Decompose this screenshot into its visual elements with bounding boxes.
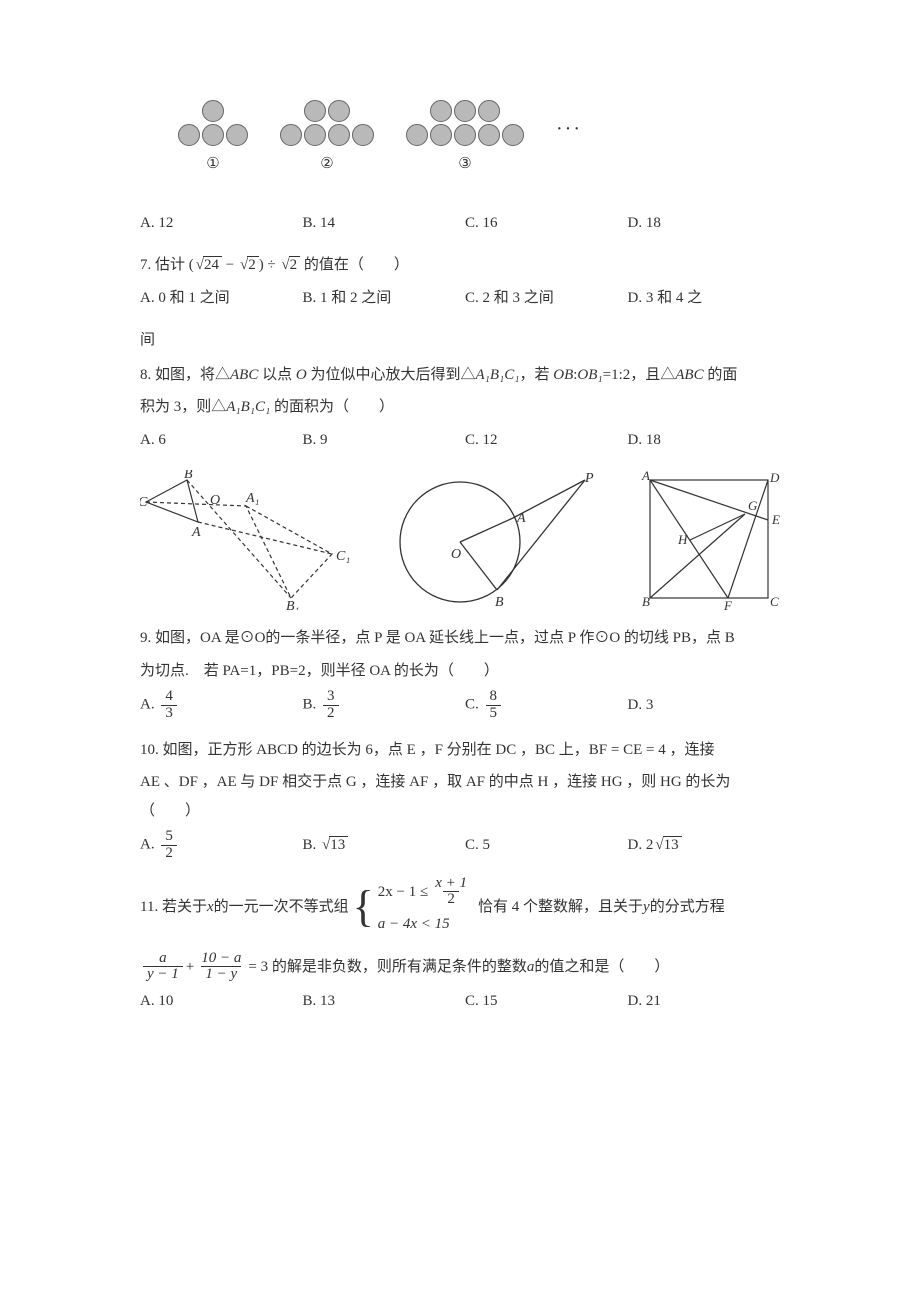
q10-line3: （ ） <box>140 797 790 826</box>
q6-option-d: D. 18 <box>628 209 791 238</box>
q8-line2: 积为 3，则△A₁B₁C₁ 的面积为（ ） <box>140 393 790 422</box>
q9-options: A. 43 B. 32 C. 85 D. 3 <box>140 689 790 722</box>
svg-text:A₁: A₁ <box>245 491 259 506</box>
q9-line2: 为切点. 若 PA=1，PB=2，则半径 OA 的长为（ ） <box>140 657 790 686</box>
svg-text:O: O <box>210 493 220 508</box>
svg-text:C: C <box>770 594 779 609</box>
q7-post: 的值在（ ） <box>300 257 409 273</box>
q8-option-d: D. 18 <box>628 426 791 455</box>
pattern-group-2: ② <box>280 100 374 179</box>
q10-option-a: A. 52 <box>140 829 303 862</box>
q9-option-a: A. 43 <box>140 689 303 722</box>
q8-option-c: C. 12 <box>465 426 628 455</box>
q11-option-a: A. 10 <box>140 987 303 1016</box>
q10-option-c: C. 5 <box>465 831 628 860</box>
svg-text:A: A <box>191 525 201 540</box>
q8-options: A. 6 B. 9 C. 12 D. 18 <box>140 426 790 455</box>
q7-sqrt2b: 2 <box>289 256 301 273</box>
q7-option-d-cont: 间 <box>140 326 790 355</box>
q10-line1: 10. 如图，正方形 ABCD 的边长为 6，点 E ，F 分别在 DC ，BC… <box>140 736 790 765</box>
q11-line2: ay − 1 + 10 − a1 − y = 3 的解是非负数，则所有满足条件的… <box>140 951 790 984</box>
q6-option-a: A. 12 <box>140 209 303 238</box>
svg-text:B₁: B₁ <box>286 599 299 610</box>
q7-option-b: B. 1 和 2 之间 <box>303 284 466 313</box>
q9-line1: 9. 如图，OA 是⊙O的一条半径，点 P 是 OA 延长线上一点，过点 P 作… <box>140 624 790 653</box>
svg-text:D: D <box>769 470 780 485</box>
q7-minus: − <box>222 257 238 273</box>
q9-option-d: D. 3 <box>628 691 791 720</box>
q9-option-c: C. 85 <box>465 689 628 722</box>
q6-option-c: C. 16 <box>465 209 628 238</box>
q7-stem: 7. 估计 (24 − 2) ÷ 2 的值在（ ） <box>140 251 790 280</box>
svg-text:P: P <box>584 471 594 486</box>
svg-text:B: B <box>495 595 504 610</box>
figure-q8: B C O A A₁ C₁ B₁ <box>140 470 350 610</box>
q10-line2: AE 、DF ，AE 与 DF 相交于点 G ，连接 AF ，取 AF 的中点 … <box>140 768 790 797</box>
q11-options: A. 10 B. 13 C. 15 D. 21 <box>140 987 790 1016</box>
q6-option-b: B. 14 <box>303 209 466 238</box>
q7-pre: 7. 估计 ( <box>140 257 194 273</box>
q9-option-b: B. 32 <box>303 689 466 722</box>
q10-options: A. 52 B. 13 C. 5 D. 213 <box>140 829 790 862</box>
pattern-label-3: ③ <box>458 150 471 179</box>
svg-text:E: E <box>771 512 780 527</box>
pattern-label-1: ① <box>206 150 219 179</box>
q7-option-c: C. 2 和 3 之间 <box>465 284 628 313</box>
q6-options: A. 12 B. 14 C. 16 D. 18 <box>140 209 790 238</box>
q7-sqrt24: 24 <box>203 256 222 273</box>
q7-option-d: D. 3 和 4 之 <box>628 284 791 313</box>
exam-page: ① ② ③ ··· A. 12 B. 14 C. 16 D. 18 7. 估计 … <box>0 0 920 1150</box>
q8-line1: 8. 如图，将△ABC 以点 O 为位似中心放大后得到△A₁B₁C₁，若 OB:… <box>140 361 790 390</box>
svg-text:B: B <box>642 594 650 609</box>
svg-text:B: B <box>184 470 193 482</box>
svg-text:H: H <box>677 532 688 547</box>
svg-text:C₁: C₁ <box>336 549 350 564</box>
pattern-label-2: ② <box>320 150 333 179</box>
svg-text:G: G <box>748 498 758 513</box>
q7-sqrt2a: 2 <box>247 256 259 273</box>
pattern-group-3: ③ <box>406 100 524 179</box>
q11-option-b: B. 13 <box>303 987 466 1016</box>
svg-text:A: A <box>641 470 650 483</box>
q7-div: ) ÷ <box>259 257 280 273</box>
figure-q10: A D B C E F G H <box>630 470 790 610</box>
pattern-ellipsis: ··· <box>556 110 582 168</box>
pattern-group-1: ① <box>178 100 248 179</box>
svg-text:F: F <box>723 598 733 610</box>
q8-option-b: B. 9 <box>303 426 466 455</box>
pattern-figure: ① ② ③ ··· <box>140 100 790 179</box>
figure-q9: O A B P <box>385 470 595 610</box>
svg-text:C: C <box>140 495 148 510</box>
q11-option-d: D. 21 <box>628 987 791 1016</box>
q7-option-a: A. 0 和 1 之间 <box>140 284 303 313</box>
q10-option-b: B. 13 <box>303 831 466 860</box>
q7-options: A. 0 和 1 之间 B. 1 和 2 之间 C. 2 和 3 之间 D. 3… <box>140 284 790 313</box>
svg-text:A: A <box>516 511 526 526</box>
q10-option-d: D. 213 <box>628 831 791 860</box>
q11-line1: 11. 若关于 x 的一元一次不等式组 { 2x − 1 ≤ x + 12 a … <box>140 876 790 939</box>
inequality-system: { 2x − 1 ≤ x + 12 a − 4x < 15 <box>353 876 474 939</box>
q8-option-a: A. 6 <box>140 426 303 455</box>
svg-text:O: O <box>451 547 461 562</box>
q11-option-c: C. 15 <box>465 987 628 1016</box>
figures-row: B C O A A₁ C₁ B₁ O A B P <box>140 470 790 610</box>
